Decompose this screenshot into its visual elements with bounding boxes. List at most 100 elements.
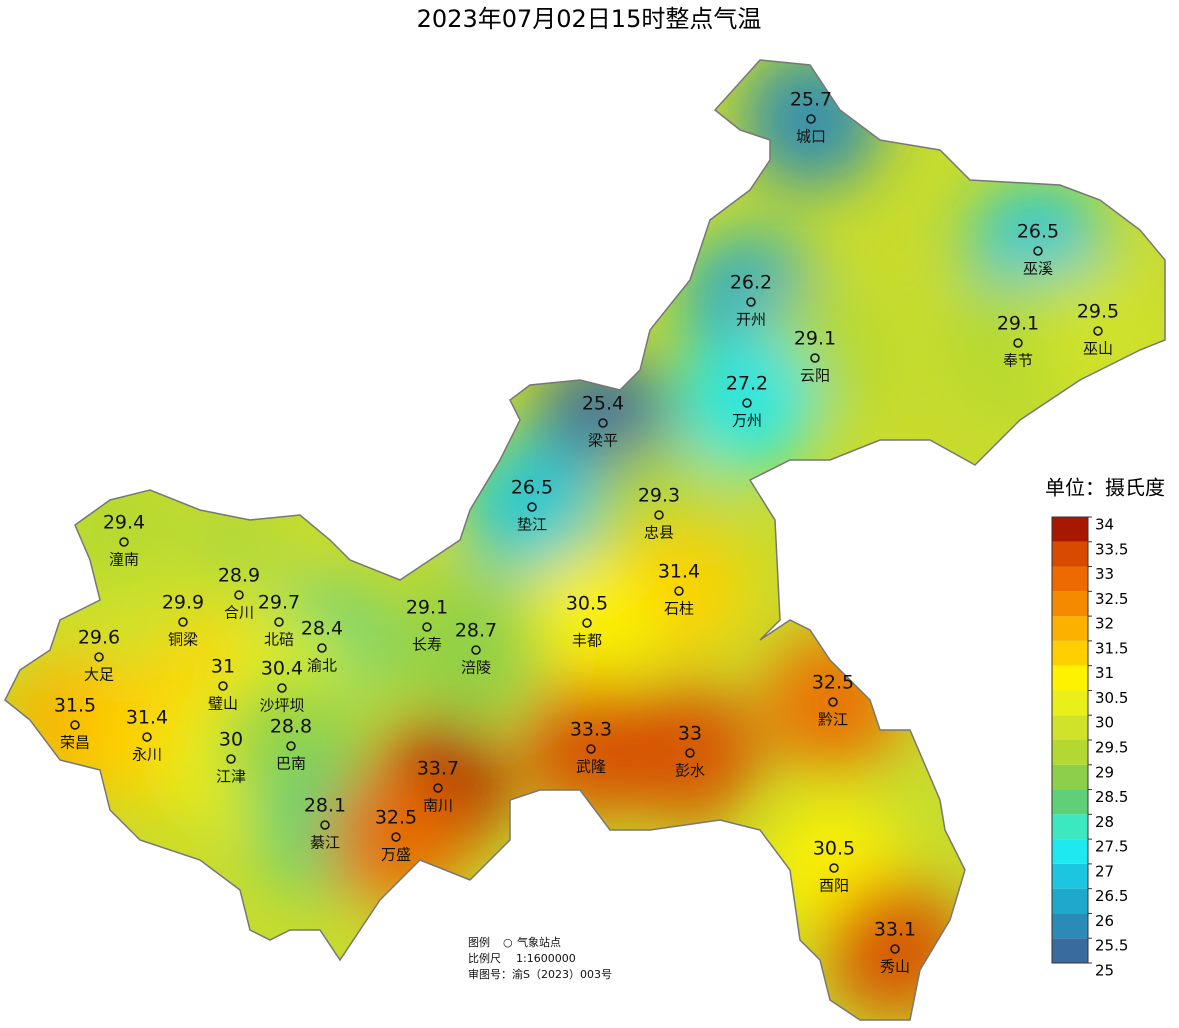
station-name: 綦江 <box>310 834 340 852</box>
scale-label: 25 <box>1095 962 1114 980</box>
station-dot <box>1033 246 1043 256</box>
station-dot <box>1093 326 1103 336</box>
station-temp: 26.5 <box>1017 221 1059 243</box>
station-dot <box>234 590 244 600</box>
station-name: 璧山 <box>208 695 238 713</box>
map-fill <box>5 60 1165 1020</box>
station-temp: 28.1 <box>304 795 346 817</box>
scale-label: 27.5 <box>1095 838 1128 856</box>
station-name: 荣昌 <box>60 734 90 752</box>
station-dot <box>471 645 481 655</box>
station-labels: 25.7 城口 26.5 巫溪 26.2 开州 29.1 云阳 29.1 奉节 29.5 巫山 27.2… <box>54 89 1119 976</box>
temperature-blob <box>521 679 661 819</box>
station-dot <box>742 398 752 408</box>
station-temp: 33 <box>678 723 702 745</box>
note: 1:1600000 <box>516 952 576 965</box>
scale-bin <box>1052 541 1088 567</box>
station-temp: 28.8 <box>270 716 312 738</box>
scale-bin <box>1052 665 1088 691</box>
station-dot <box>274 617 284 627</box>
station-temp: 26.5 <box>511 477 553 499</box>
station-dot <box>119 537 129 547</box>
scale-label: 30 <box>1095 714 1114 732</box>
note: 比例尺 <box>468 951 501 965</box>
station-dot <box>586 744 596 754</box>
station-name: 石柱 <box>664 600 694 618</box>
station-temp: 30.5 <box>566 593 608 615</box>
station-temp: 29.4 <box>103 512 145 534</box>
scale-label: 32 <box>1095 615 1114 633</box>
station-name: 沙坪坝 <box>259 697 304 715</box>
station-name: 梁平 <box>588 432 618 450</box>
scale-bin <box>1052 863 1088 889</box>
station-dot <box>178 617 188 627</box>
temperature-blob <box>677 333 817 473</box>
station-temp: 28.7 <box>455 620 497 642</box>
legend-notes: 图例 ○ 气象站点 比例尺 1:1600000 审图号：渝S（2023）003号 <box>468 935 612 981</box>
scale-label: 31.5 <box>1095 639 1128 657</box>
scale-bin <box>1052 764 1088 790</box>
station-name: 江津 <box>216 768 246 786</box>
station-dot <box>582 618 592 628</box>
temperature-blob <box>462 437 602 577</box>
station-dot <box>1013 338 1023 348</box>
station-temp: 27.2 <box>726 373 768 395</box>
station-name: 秀山 <box>880 958 910 976</box>
station-temp: 32.5 <box>375 807 417 829</box>
temperature-blob <box>326 767 466 907</box>
station-dot <box>806 114 816 124</box>
scale-label: 26.5 <box>1095 887 1128 905</box>
station-temp: 29.1 <box>406 597 448 619</box>
scale-bin <box>1052 640 1088 666</box>
station-name: 彭水 <box>675 762 705 780</box>
station-dot <box>829 863 839 873</box>
station-name: 武隆 <box>576 758 606 776</box>
station-name: 垫江 <box>517 516 547 534</box>
scale-bin <box>1052 814 1088 840</box>
station-dot <box>527 502 537 512</box>
station-temp: 31.5 <box>54 695 96 717</box>
station-name: 万盛 <box>381 846 411 864</box>
station-dot <box>226 754 236 764</box>
scale-bin <box>1052 938 1088 963</box>
station-name: 城口 <box>796 128 826 146</box>
station-dot <box>685 748 695 758</box>
station-temp: 29.5 <box>1077 301 1119 323</box>
temperature-blob <box>517 553 657 693</box>
station-name: 合川 <box>224 604 254 622</box>
note: 气象站点 <box>517 935 561 949</box>
scale-label: 28 <box>1095 813 1114 831</box>
scale-bin <box>1052 789 1088 815</box>
station-dot <box>218 681 228 691</box>
scale-bin <box>1052 740 1088 765</box>
station-temp: 29.9 <box>162 592 204 614</box>
scale-bin <box>1052 888 1088 914</box>
station-dot <box>810 353 820 363</box>
station-temp: 30.5 <box>813 838 855 860</box>
station-name: 铜梁 <box>168 631 198 649</box>
station-temp: 25.7 <box>790 89 832 111</box>
station-temp: 29.3 <box>638 485 680 507</box>
temperature-field <box>5 60 1165 1019</box>
station-temp: 32.5 <box>812 672 854 694</box>
scale-label: 34 <box>1095 516 1114 534</box>
station-dot <box>70 720 80 730</box>
station-name: 万州 <box>732 412 762 430</box>
station-dot <box>277 683 287 693</box>
station-temp: 29.1 <box>997 313 1039 335</box>
station-name: 永川 <box>132 746 162 764</box>
temperature-blob <box>406 580 546 720</box>
station-name: 潼南 <box>109 551 139 569</box>
scale-bin <box>1052 591 1088 617</box>
legend-title: 单位：摄氏度 <box>1045 476 1165 500</box>
scale-bin <box>1052 839 1088 864</box>
station-name: 渝北 <box>307 657 337 675</box>
station-name: 酉阳 <box>819 877 849 895</box>
station-dot <box>422 622 432 632</box>
station-temp: 29.7 <box>258 592 300 614</box>
station-temp: 31 <box>211 656 235 678</box>
station-dot <box>286 741 296 751</box>
station-dot <box>598 418 608 428</box>
station-name: 云阳 <box>800 367 830 385</box>
station-dot <box>890 944 900 954</box>
